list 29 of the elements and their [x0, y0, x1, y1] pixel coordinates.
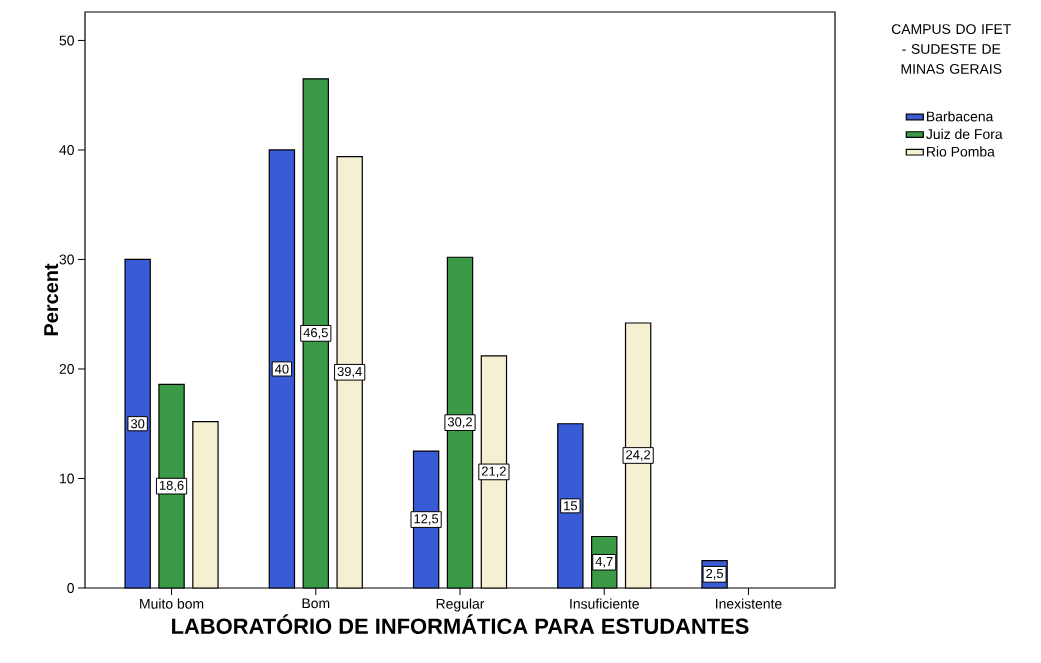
- legend-label: Juiz de Fora: [926, 128, 1003, 140]
- data-label: 30,2: [447, 417, 472, 428]
- y-tick-label: 10: [60, 473, 74, 484]
- legend-title: CAMPUS DO IFET - SUDESTE DE MINAS GERAIS: [891, 24, 1011, 74]
- x-tick-label: Bom: [302, 598, 330, 609]
- data-label: 40: [274, 364, 289, 374]
- data-label: 24,2: [626, 450, 651, 461]
- data-label: 12,5: [414, 514, 439, 525]
- x-tick-label: Inexistente: [716, 598, 782, 609]
- x-tick-label: Regular: [436, 598, 485, 612]
- data-label: 18,6: [159, 480, 184, 492]
- x-tick-label: Insuficiente: [570, 598, 639, 609]
- x-tick-label: Muito bom: [140, 598, 204, 609]
- legend-label: Barbacena: [927, 111, 994, 122]
- data-label: 2,5: [706, 568, 724, 580]
- y-tick-label: 30: [59, 254, 74, 265]
- y-tick-label: 20: [59, 364, 74, 374]
- x-axis-title: LABORATÓRIO DE INFORMÁTICA PARA ESTUDANTES: [172, 614, 749, 634]
- data-label: 15: [564, 501, 577, 511]
- data-label: 4,7: [595, 556, 613, 568]
- y-tick-label: 40: [59, 145, 74, 155]
- y-tick-label: 0: [67, 583, 74, 593]
- data-label: 39,4: [337, 366, 362, 378]
- legend-label: Rio Pomba: [927, 146, 995, 157]
- y-axis-title: Percent: [44, 263, 59, 336]
- data-label: 30: [130, 419, 145, 429]
- data-label: 46,5: [303, 328, 328, 339]
- y-tick-label: 50: [59, 35, 74, 46]
- data-label: 21,2: [481, 466, 506, 478]
